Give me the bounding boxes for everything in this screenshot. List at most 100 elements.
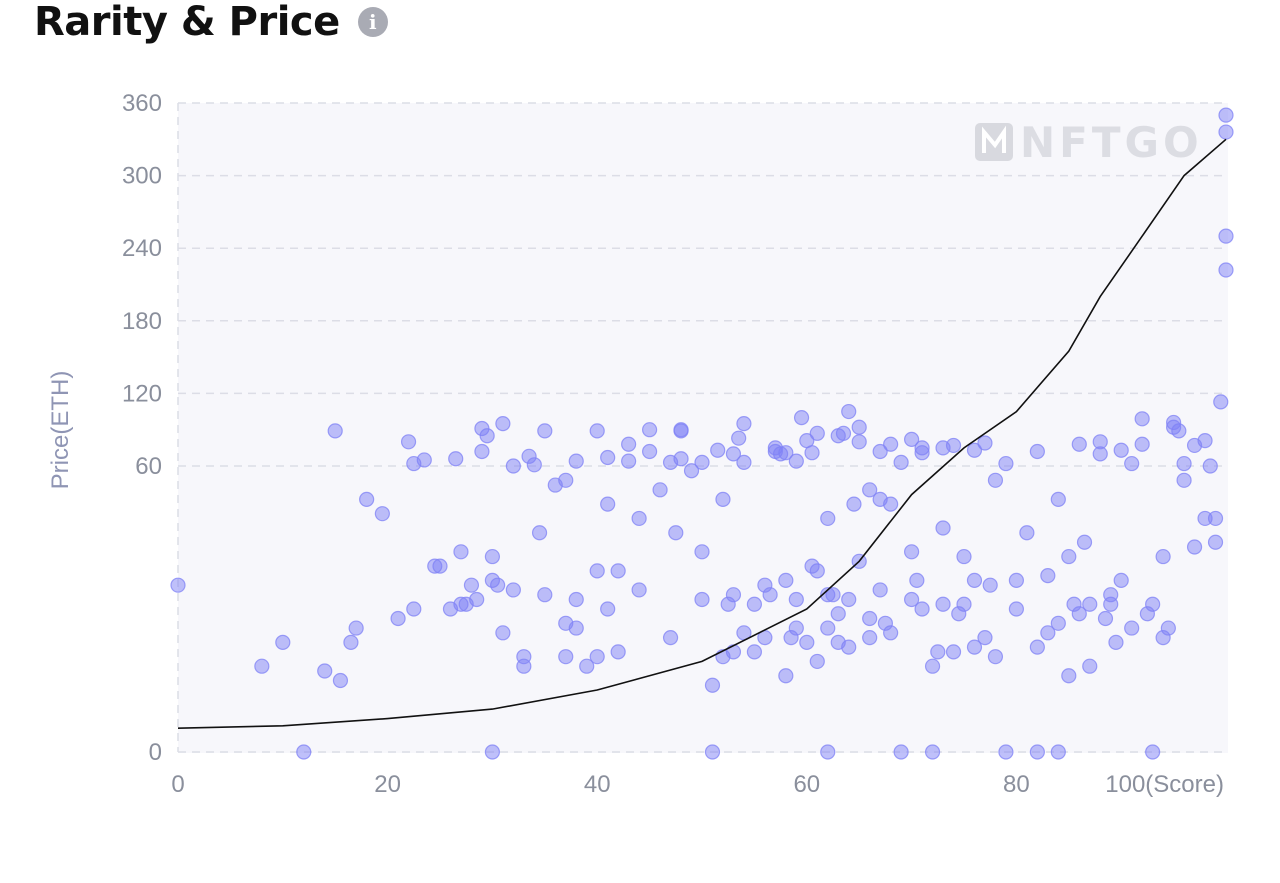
data-point[interactable]: [1008, 572, 1025, 589]
data-point[interactable]: [641, 422, 658, 438]
data-point[interactable]: [704, 744, 721, 760]
data-point[interactable]: [945, 644, 962, 660]
data-point[interactable]: [788, 591, 804, 608]
data-point[interactable]: [296, 744, 312, 760]
data-point[interactable]: [982, 577, 998, 593]
data-point[interactable]: [1071, 606, 1087, 622]
data-point[interactable]: [516, 658, 532, 674]
data-point[interactable]: [903, 544, 920, 560]
data-point[interactable]: [1076, 534, 1093, 550]
data-point[interactable]: [998, 455, 1014, 472]
data-point[interactable]: [1029, 639, 1045, 655]
data-point[interactable]: [621, 436, 637, 452]
data-point[interactable]: [579, 658, 595, 674]
data-point[interactable]: [788, 620, 804, 636]
data-point[interactable]: [809, 653, 825, 670]
data-point[interactable]: [731, 430, 747, 446]
data-point[interactable]: [327, 423, 343, 439]
data-point[interactable]: [977, 435, 993, 451]
data-point[interactable]: [1134, 436, 1150, 452]
data-point[interactable]: [872, 443, 888, 460]
data-point[interactable]: [841, 591, 857, 608]
data-point[interactable]: [1218, 124, 1234, 140]
data-point[interactable]: [416, 452, 432, 468]
data-point[interactable]: [343, 634, 359, 650]
data-point[interactable]: [568, 620, 584, 636]
data-point[interactable]: [846, 496, 862, 512]
data-point[interactable]: [841, 403, 857, 420]
data-point[interactable]: [463, 577, 480, 593]
data-point[interactable]: [390, 610, 406, 627]
data-point[interactable]: [883, 625, 899, 641]
data-point[interactable]: [1186, 539, 1203, 555]
data-point[interactable]: [725, 446, 742, 462]
data-point[interactable]: [1061, 668, 1077, 684]
data-point[interactable]: [1197, 432, 1213, 449]
data-point[interactable]: [930, 644, 946, 660]
data-point[interactable]: [432, 558, 448, 574]
data-point[interactable]: [1171, 423, 1187, 439]
data-point[interactable]: [348, 620, 364, 636]
data-point[interactable]: [1145, 744, 1161, 760]
data-point[interactable]: [778, 668, 794, 684]
data-point[interactable]: [1029, 744, 1045, 760]
data-point[interactable]: [883, 436, 899, 452]
data-point[interactable]: [568, 453, 584, 469]
data-point[interactable]: [589, 649, 605, 665]
data-point[interactable]: [762, 587, 778, 603]
data-point[interactable]: [568, 591, 584, 608]
data-point[interactable]: [736, 416, 752, 432]
data-point[interactable]: [1145, 596, 1161, 612]
data-point[interactable]: [966, 639, 983, 655]
data-point[interactable]: [725, 644, 742, 660]
data-point[interactable]: [600, 449, 616, 466]
data-point[interactable]: [1113, 442, 1129, 458]
data-point[interactable]: [746, 596, 763, 612]
data-point[interactable]: [275, 634, 291, 650]
data-point[interactable]: [851, 434, 867, 450]
data-point[interactable]: [600, 601, 616, 617]
data-point[interactable]: [1213, 394, 1229, 410]
data-point[interactable]: [710, 442, 726, 458]
data-point[interactable]: [1218, 228, 1234, 244]
data-point[interactable]: [668, 525, 684, 541]
data-point[interactable]: [1050, 491, 1066, 507]
data-point[interactable]: [788, 453, 804, 469]
data-point[interactable]: [621, 453, 637, 469]
data-point[interactable]: [1202, 458, 1218, 474]
data-point[interactable]: [1019, 525, 1035, 541]
data-point[interactable]: [924, 658, 941, 674]
data-point[interactable]: [956, 596, 972, 612]
data-point[interactable]: [1218, 262, 1234, 278]
data-point[interactable]: [317, 663, 333, 679]
data-point[interactable]: [1108, 634, 1124, 650]
data-point[interactable]: [673, 423, 689, 439]
data-point[interactable]: [793, 410, 810, 426]
data-point[interactable]: [683, 463, 700, 479]
data-point[interactable]: [778, 572, 794, 589]
data-point[interactable]: [704, 677, 721, 693]
data-point[interactable]: [835, 425, 852, 441]
data-point[interactable]: [537, 587, 553, 603]
data-point[interactable]: [374, 506, 390, 522]
data-point[interactable]: [809, 425, 825, 441]
data-point[interactable]: [558, 649, 574, 665]
data-point[interactable]: [610, 563, 626, 579]
data-point[interactable]: [924, 744, 941, 760]
data-point[interactable]: [589, 423, 605, 439]
data-point[interactable]: [862, 482, 878, 498]
data-point[interactable]: [1097, 610, 1114, 627]
data-point[interactable]: [804, 445, 820, 461]
data-point[interactable]: [914, 601, 930, 617]
data-point[interactable]: [872, 582, 888, 598]
data-point[interactable]: [1207, 534, 1224, 550]
data-point[interactable]: [987, 649, 1004, 665]
data-point[interactable]: [490, 577, 506, 593]
data-point[interactable]: [746, 644, 763, 660]
info-icon[interactable]: i: [357, 7, 388, 37]
data-point[interactable]: [909, 572, 925, 589]
data-point[interactable]: [453, 544, 469, 560]
data-point[interactable]: [799, 634, 815, 650]
data-point[interactable]: [694, 454, 710, 470]
data-point[interactable]: [448, 451, 464, 467]
